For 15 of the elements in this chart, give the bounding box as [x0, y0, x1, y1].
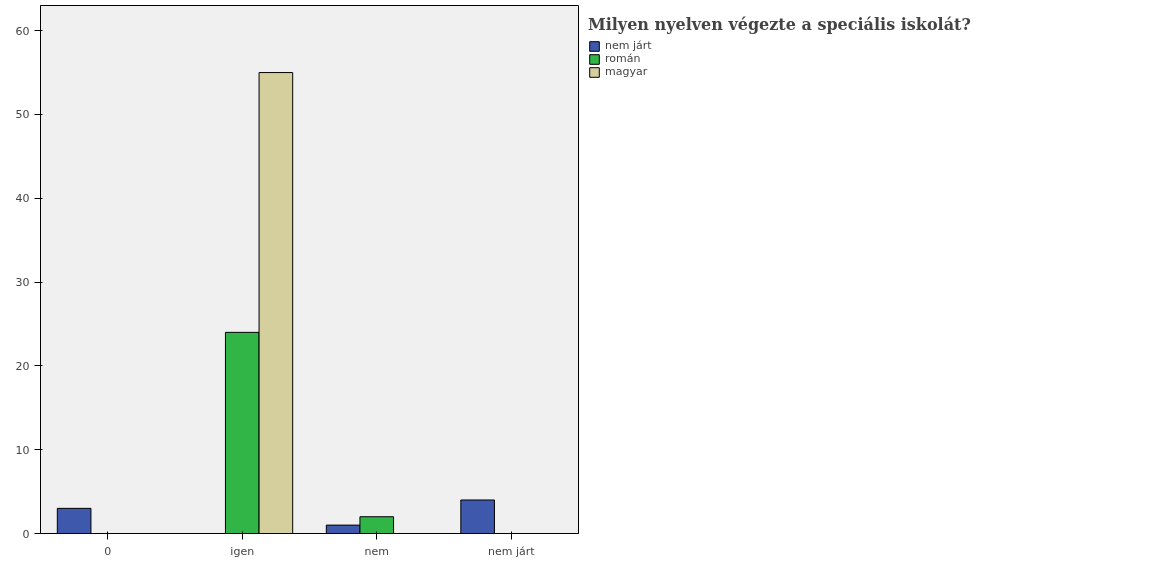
y-tick-label: 40 — [15, 192, 30, 206]
y-tick-label: 30 — [15, 276, 30, 290]
x-tick-label: 0 — [104, 544, 112, 558]
legend-label: magyar — [605, 65, 648, 78]
x-tick-label: nem járt — [487, 544, 536, 558]
y-tick-label: 50 — [15, 108, 30, 122]
x-tick-label: nem — [364, 544, 389, 558]
y-tick-label: 60 — [15, 24, 30, 38]
legend-label: román — [605, 52, 641, 65]
y-tick-label: 0 — [22, 527, 30, 541]
x-tick-label: igen — [230, 544, 255, 558]
y-tick-label: 20 — [15, 359, 30, 373]
legend-title: Milyen nyelven végezte a speciális iskolát? — [588, 15, 971, 34]
legend-label: nem járt — [605, 39, 652, 52]
y-tick-label: 10 — [15, 443, 30, 457]
